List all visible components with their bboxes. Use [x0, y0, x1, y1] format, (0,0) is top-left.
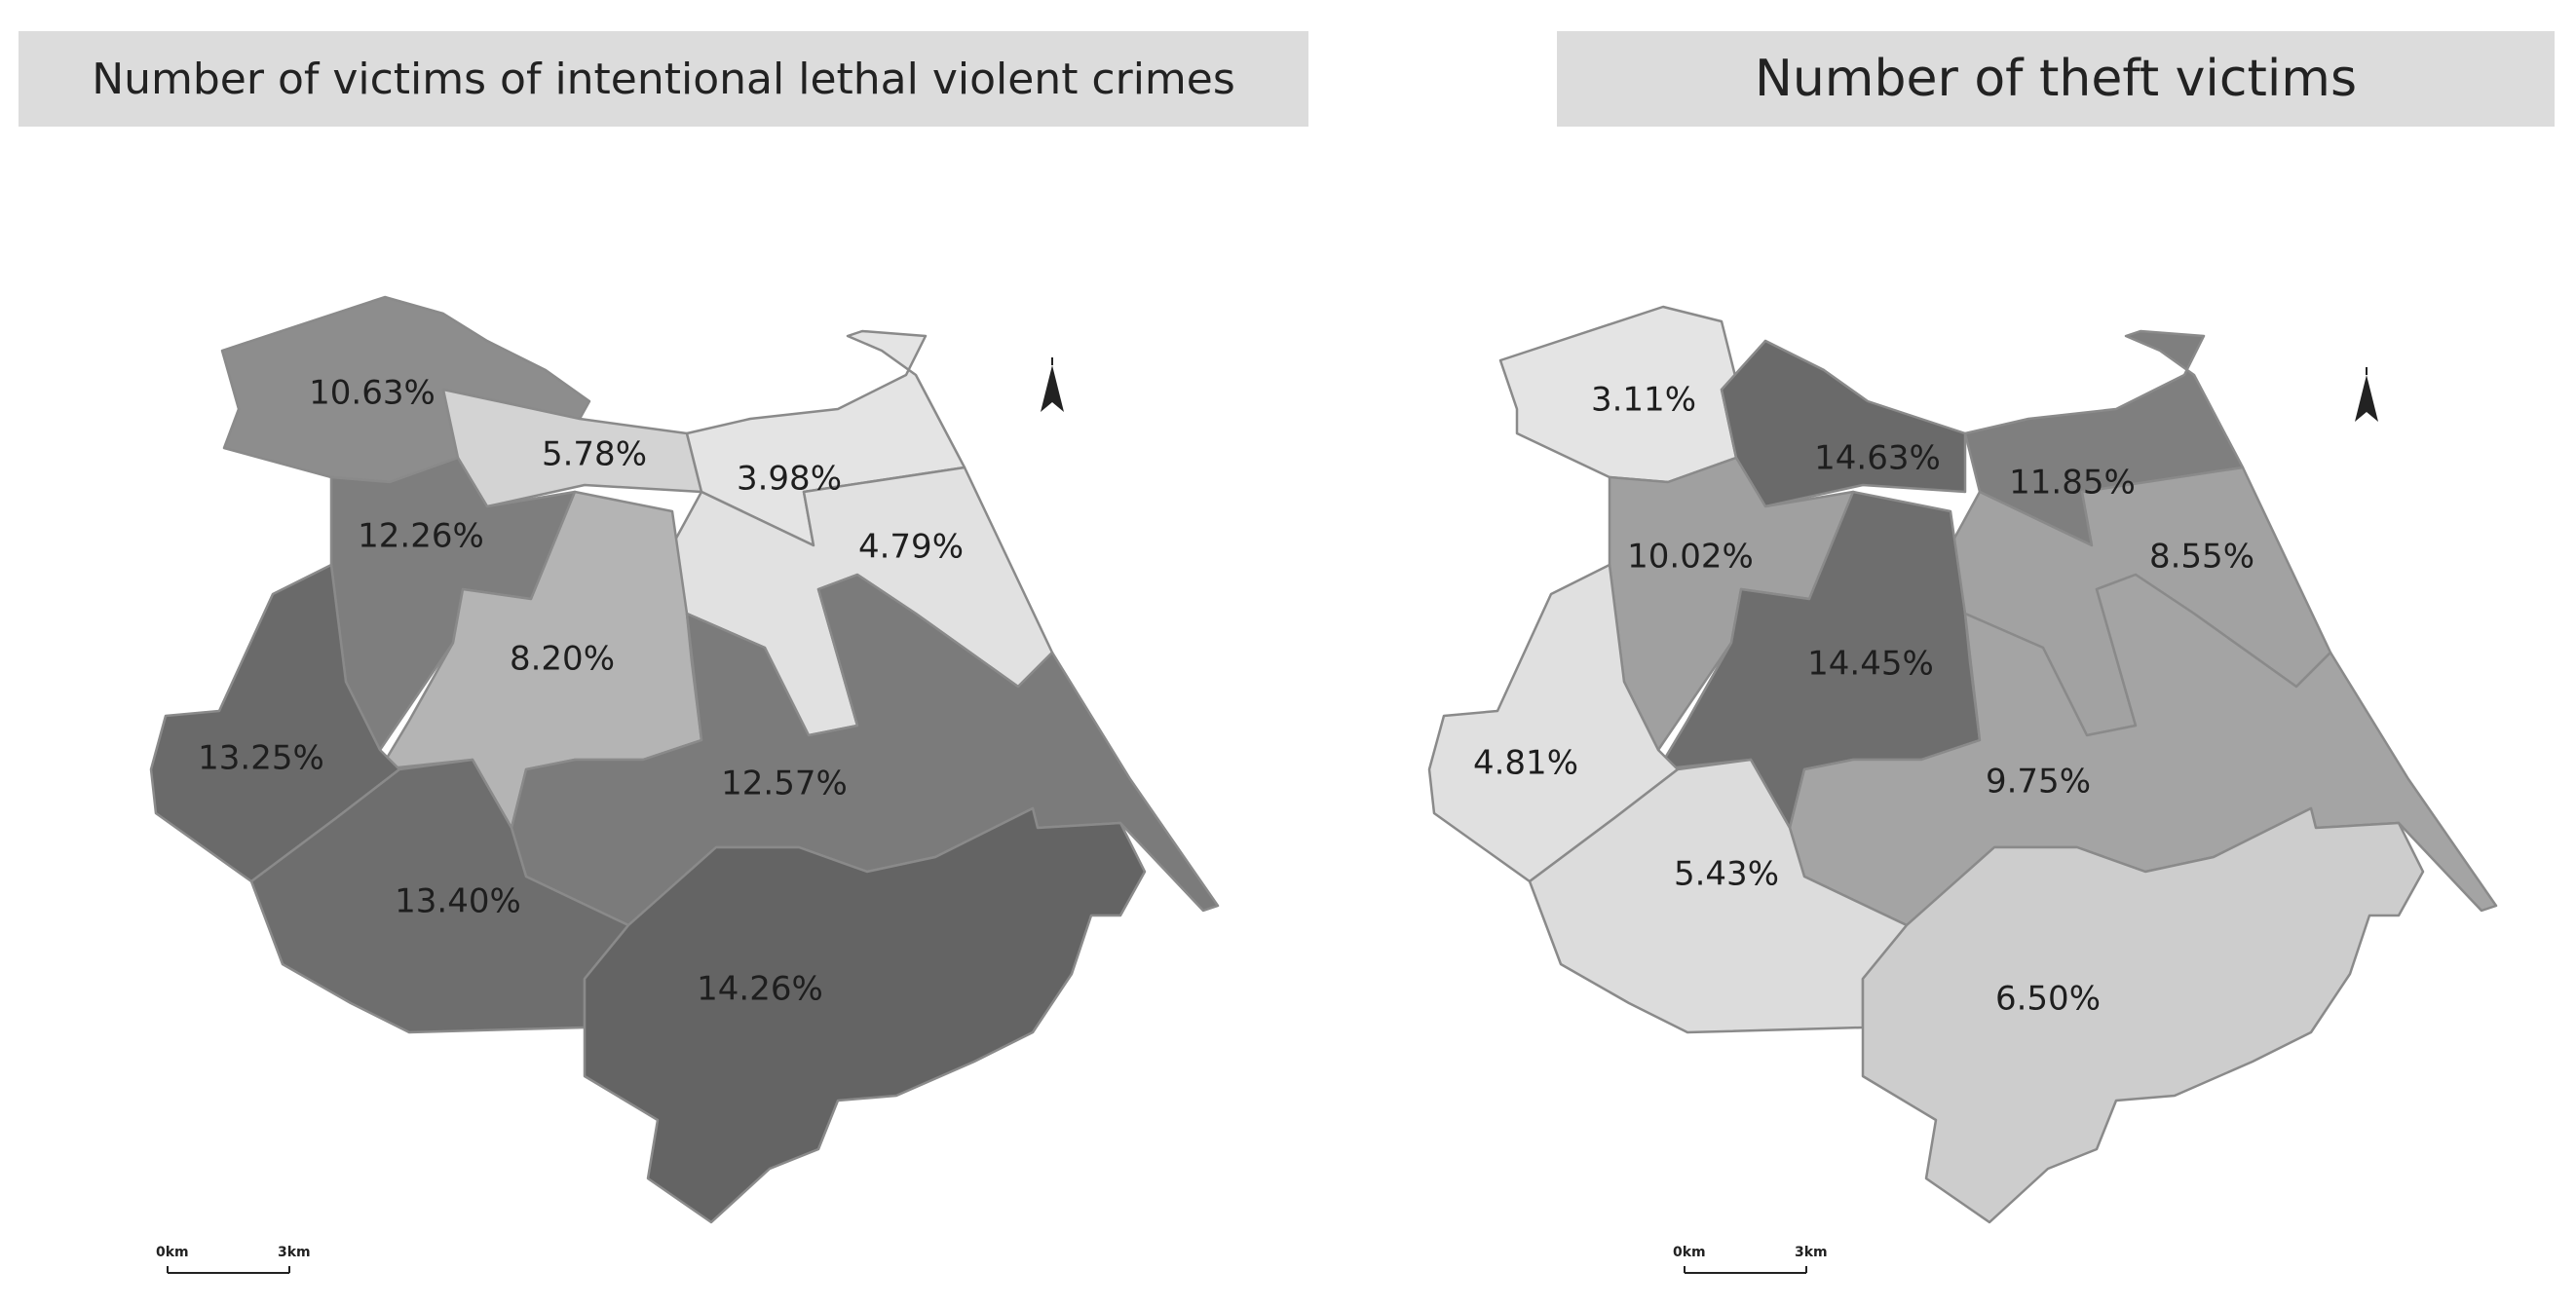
scale-bar: 0km 3km [156, 1245, 311, 1274]
region-label: 9.75% [1986, 763, 2091, 802]
region-label: 4.79% [858, 528, 964, 567]
region-label: 10.63% [309, 374, 436, 413]
region-label: 13.25% [198, 739, 324, 778]
region-label: 4.81% [1473, 744, 1578, 783]
region-label: 10.02% [1627, 538, 1754, 577]
region-label: 8.20% [510, 640, 615, 679]
north-arrow-icon [1041, 357, 1064, 412]
region-label: 11.85% [2009, 464, 2136, 503]
region-se[interactable] [583, 806, 1147, 1224]
scale-start-label: 0km [156, 1245, 189, 1260]
right-map-panel: Number of theft victims 3.11% 14.63% 11.… [1288, 0, 2576, 1307]
north-arrow-icon [2355, 367, 2378, 422]
region-label: 6.50% [1995, 980, 2101, 1019]
left-map-panel: Number of victims of intentional lethal … [19, 31, 1308, 1274]
scale-end-label: 3km [1795, 1245, 1828, 1260]
region-label: 14.26% [697, 970, 823, 1009]
map-title: Number of victims of intentional lethal … [19, 31, 1308, 127]
scale-start-label: 0km [1673, 1245, 1706, 1260]
region-nc[interactable] [1720, 339, 1967, 508]
choropleth-map: 3.11% 14.63% 11.85% 8.55% 10.02% 14.45% … [1427, 305, 2498, 1274]
region-label: 12.26% [358, 517, 484, 556]
region-label: 3.11% [1591, 381, 1696, 420]
region-label: 14.45% [1807, 645, 1934, 684]
region-label: 5.78% [542, 435, 647, 474]
region-label: 5.43% [1674, 855, 1779, 894]
region-w2[interactable] [1427, 563, 1680, 883]
region-label: 12.57% [721, 765, 848, 803]
region-w2[interactable] [149, 563, 401, 883]
scale-bar: 0km 3km [1673, 1245, 1828, 1274]
region-label: 3.98% [737, 460, 842, 499]
scale-end-label: 3km [278, 1245, 311, 1260]
region-label: 13.40% [395, 882, 521, 921]
region-label: 14.63% [1814, 439, 1941, 478]
choropleth-map: 10.63% 5.78% 3.98% 4.79% 12.26% 8.20% 13… [149, 295, 1220, 1274]
map-title: Number of theft victims [1557, 31, 2555, 127]
region-label: 8.55% [2149, 538, 2254, 577]
region-se[interactable] [1861, 806, 2425, 1224]
